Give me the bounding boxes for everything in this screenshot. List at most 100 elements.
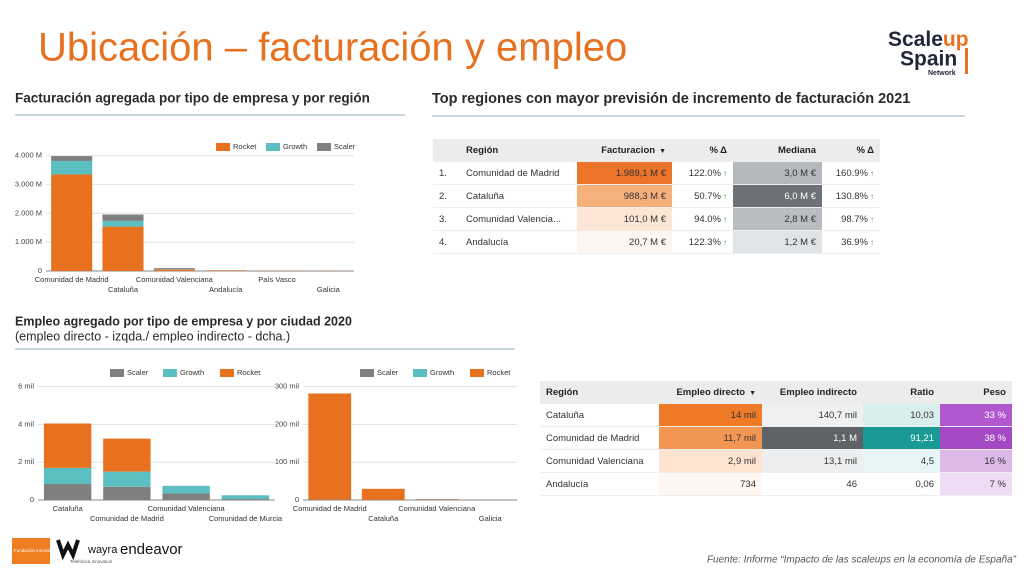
table-cell: Cataluña <box>540 403 659 427</box>
cell-text: 38 % <box>984 432 1006 444</box>
y-tick-label: 6 mil <box>18 382 34 391</box>
table-cell: 160.9% ↑ <box>822 161 880 185</box>
legend-swatch <box>220 369 234 377</box>
y-tick-label: 200 mil <box>275 419 300 428</box>
column-header[interactable]: Empleo directo ▼ <box>659 381 762 404</box>
column-header: Peso <box>940 381 1012 404</box>
cell-text: 6,0 M € <box>784 190 816 202</box>
table-cell: Comunidad Valencia... <box>460 207 577 231</box>
legend-label: Growth <box>430 368 454 377</box>
table-cell: 122.0% ↑ <box>672 161 733 185</box>
table-row: Andalucía 734 46 0,06 7 % <box>540 472 1012 496</box>
table-cell: 0,06 <box>863 472 940 496</box>
table-cell: 94.0% ↑ <box>672 207 733 231</box>
x-tick-label: Comunidad Valenciana <box>398 504 476 513</box>
x-tick-label: Comunidad de Madrid <box>90 514 164 523</box>
legend-label: Scaler <box>127 368 149 377</box>
x-tick-label: Comunidad Valenciana <box>148 504 226 513</box>
bar-segment <box>51 156 93 161</box>
x-tick-label: Andalucía <box>209 285 243 294</box>
x-tick-label: Comunidad de Madrid <box>35 275 109 284</box>
logo-text: Scale <box>888 28 943 51</box>
legend-label: Scaler <box>377 368 399 377</box>
cell-text: 101,0 M € <box>623 213 666 225</box>
cell-text: 20,7 M € <box>629 236 666 248</box>
table-cell: 33 % <box>940 403 1012 427</box>
cell-text: Comunidad Valencia... <box>466 213 561 225</box>
y-tick-label: 4 mil <box>18 419 34 428</box>
x-tick-label: Cataluña <box>108 285 139 294</box>
trend-icon: ↑ <box>723 168 727 178</box>
cell-text: 91,21 <box>910 432 934 444</box>
table-cell: 16 % <box>940 449 1012 473</box>
table-cell: 2. <box>433 184 460 208</box>
table-cell: 1.989,1 M € <box>577 161 672 185</box>
y-tick-label: 2.000 M <box>15 208 42 217</box>
table-cell: Comunidad de Madrid <box>460 161 577 185</box>
header-text: % Δ <box>709 144 727 156</box>
legend-swatch <box>163 369 177 377</box>
logo-text: Spain <box>900 48 957 71</box>
table-cell: 46 <box>762 472 863 496</box>
cell-text: 2,8 M € <box>784 213 816 225</box>
table-cell: Andalucía <box>460 230 577 254</box>
table-cell: 11,7 mil <box>659 426 762 450</box>
header-row: Región Empleo directo ▼ Empleo indirecto Rat… <box>540 381 1012 404</box>
cell-text: 734 <box>740 478 756 490</box>
cell-text: 140,7 mil <box>818 409 857 421</box>
legend-label: Rocket <box>487 368 511 377</box>
telefonica-text: Telefónica Innovation <box>70 559 113 564</box>
legend-swatch <box>317 143 331 151</box>
column-header <box>433 139 460 162</box>
bar-segment <box>162 485 210 494</box>
column-header[interactable]: Facturacion ▼ <box>577 139 672 162</box>
legend-swatch <box>413 369 427 377</box>
cell-text: 2. <box>439 190 447 202</box>
x-tick-label: Cataluña <box>368 514 399 523</box>
section-title: Empleo agregado por tipo de empresa y po… <box>15 314 352 328</box>
header-text: % Δ <box>856 144 874 156</box>
logo-text: up <box>943 28 969 51</box>
table-cell: 4. <box>433 230 460 254</box>
table-cell: 20,7 M € <box>577 230 672 254</box>
cell-text: 7 % <box>989 478 1006 490</box>
column-header: Región <box>460 139 577 162</box>
bar-segment <box>361 488 405 500</box>
x-tick-label: Comunidad de Murcia <box>209 514 283 523</box>
header-text: Empleo directo <box>676 386 746 398</box>
endeavor-text: endeavor <box>120 541 183 558</box>
table-cell: 988,3 M € <box>577 184 672 208</box>
cell-text: 36.9% <box>841 236 868 248</box>
table-cell: 4,5 <box>863 449 940 473</box>
table-cell: 101,0 M € <box>577 207 672 231</box>
y-tick-label: 300 mil <box>275 382 300 391</box>
table-row: Cataluña 14 mil 140,7 mil 10,03 33 % <box>540 403 1012 427</box>
column-header: Región <box>540 381 659 404</box>
table-cell: Cataluña <box>460 184 577 208</box>
sort-icon[interactable]: ▼ <box>749 389 756 397</box>
legend-label: Growth <box>283 142 307 151</box>
legend-label: Scaler <box>334 142 356 151</box>
cell-text: 13,1 mil <box>823 455 857 467</box>
table-cell: 1,1 M <box>762 426 863 450</box>
cell-text: 94.0% <box>694 213 721 225</box>
legend-swatch <box>360 369 374 377</box>
bar-segment <box>103 438 151 472</box>
bar-segment <box>308 393 352 500</box>
trend-icon: ↑ <box>870 168 874 178</box>
trend-icon: ↑ <box>723 191 727 201</box>
legend-label: Growth <box>180 368 204 377</box>
table-cell: 10,03 <box>863 403 940 427</box>
data-table: Región Facturacion ▼ % Δ Mediana % Δ 1. Comunid… <box>433 139 880 254</box>
y-tick-label: 3.000 M <box>15 180 42 189</box>
bar-segment <box>102 214 144 221</box>
source-note: Fuente: Informe “Impacto de las scaleups… <box>707 555 1017 566</box>
sort-icon[interactable]: ▼ <box>659 147 666 155</box>
table-cell: 50.7% ↑ <box>672 184 733 208</box>
header-text: Facturacion <box>601 144 656 156</box>
table-cell: 14 mil <box>659 403 762 427</box>
x-tick-label: País Vasco <box>258 275 295 284</box>
column-header: % Δ <box>822 139 880 162</box>
cell-text: Andalucía <box>466 236 509 248</box>
